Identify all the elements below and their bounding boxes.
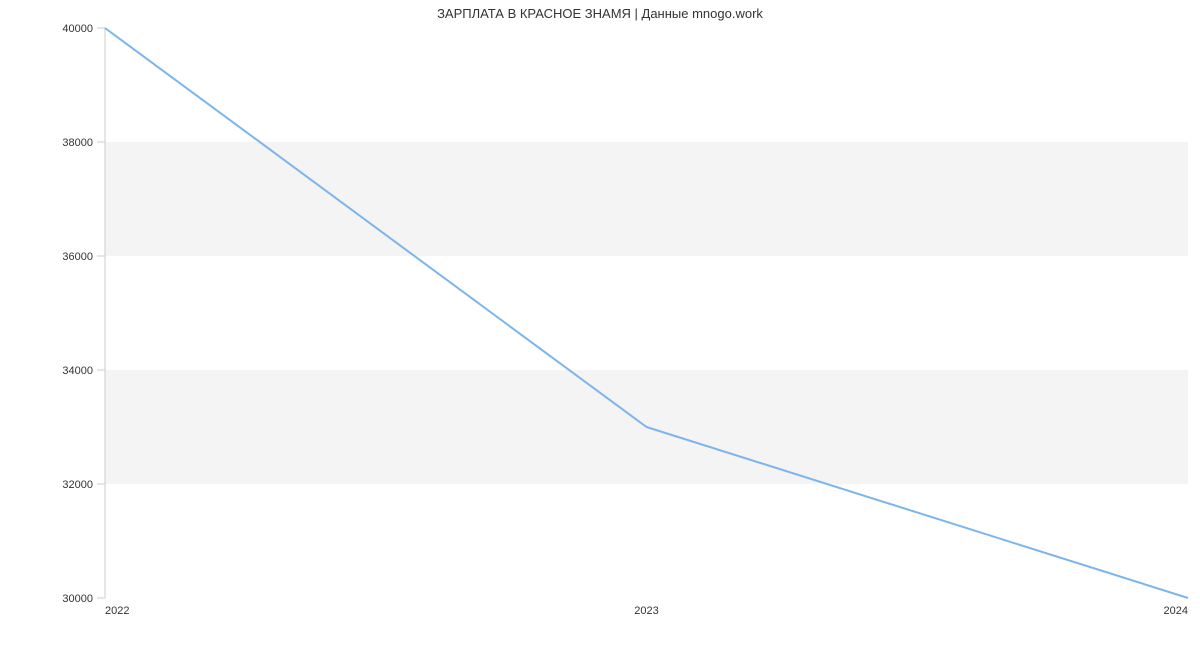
y-tick-label: 40000: [62, 23, 93, 35]
x-tick-label: 2023: [634, 605, 658, 617]
y-tick-label: 38000: [62, 137, 93, 149]
x-tick-label: 2024: [1164, 605, 1188, 617]
y-tick-label: 34000: [62, 365, 93, 377]
x-tick-label: 2022: [105, 605, 129, 617]
series-line: [105, 28, 1188, 598]
y-tick-label: 30000: [62, 593, 93, 605]
y-tick-label: 36000: [62, 251, 93, 263]
chart-svg: 30000 32000 34000 36000 38000 40000 2022 2023 20…: [0, 0, 1200, 650]
plot-band: [105, 142, 1188, 256]
y-tick-label: 32000: [62, 479, 93, 491]
salary-chart: ЗАРПЛАТА В КРАСНОЕ ЗНАМЯ | Данные mnogo.…: [0, 0, 1200, 650]
